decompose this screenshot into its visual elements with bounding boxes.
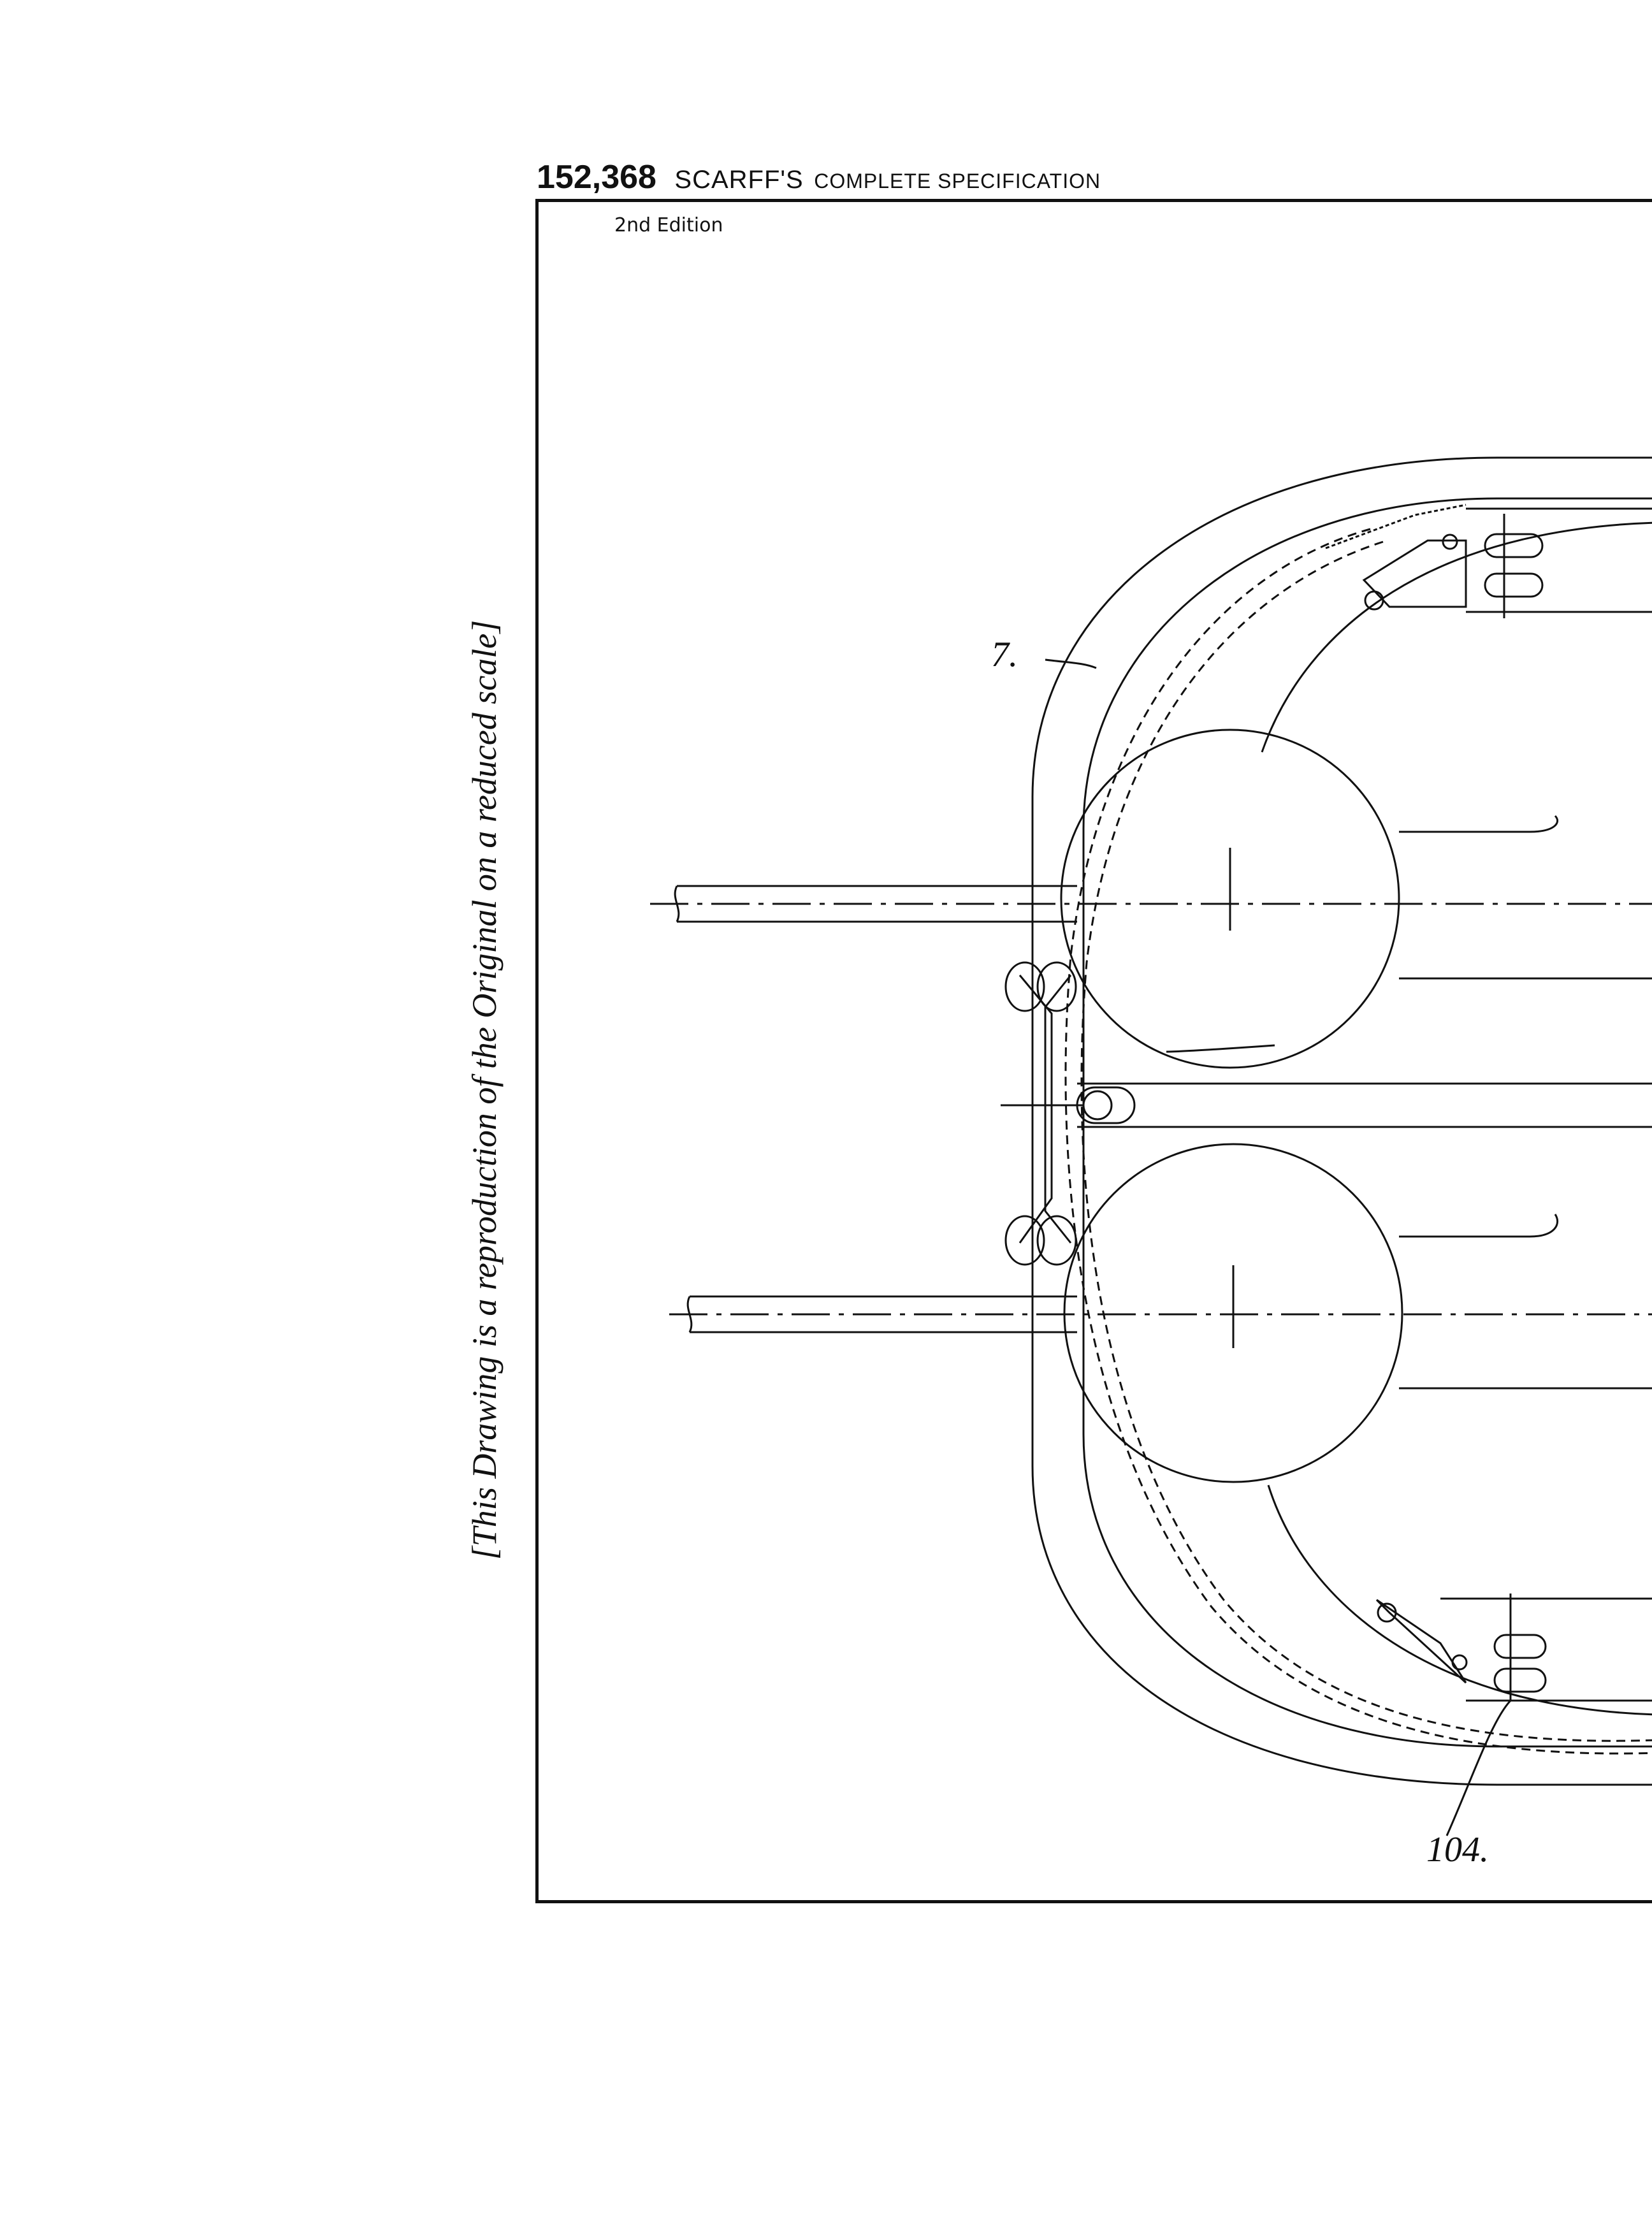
dashed-arc-1 xyxy=(1066,529,1652,1753)
inner-rail xyxy=(1083,498,1652,1746)
upper-rack xyxy=(1326,505,1466,548)
inner-track-bottom xyxy=(1268,1485,1652,1715)
ref-label-104: 104. xyxy=(1426,1829,1489,1870)
leader-104 xyxy=(1447,1701,1511,1836)
inner-track xyxy=(1262,523,1652,752)
dashed-arc-2 xyxy=(1082,542,1652,1741)
ref-label-7: 7. xyxy=(991,634,1018,675)
leader-7 xyxy=(1045,660,1096,668)
